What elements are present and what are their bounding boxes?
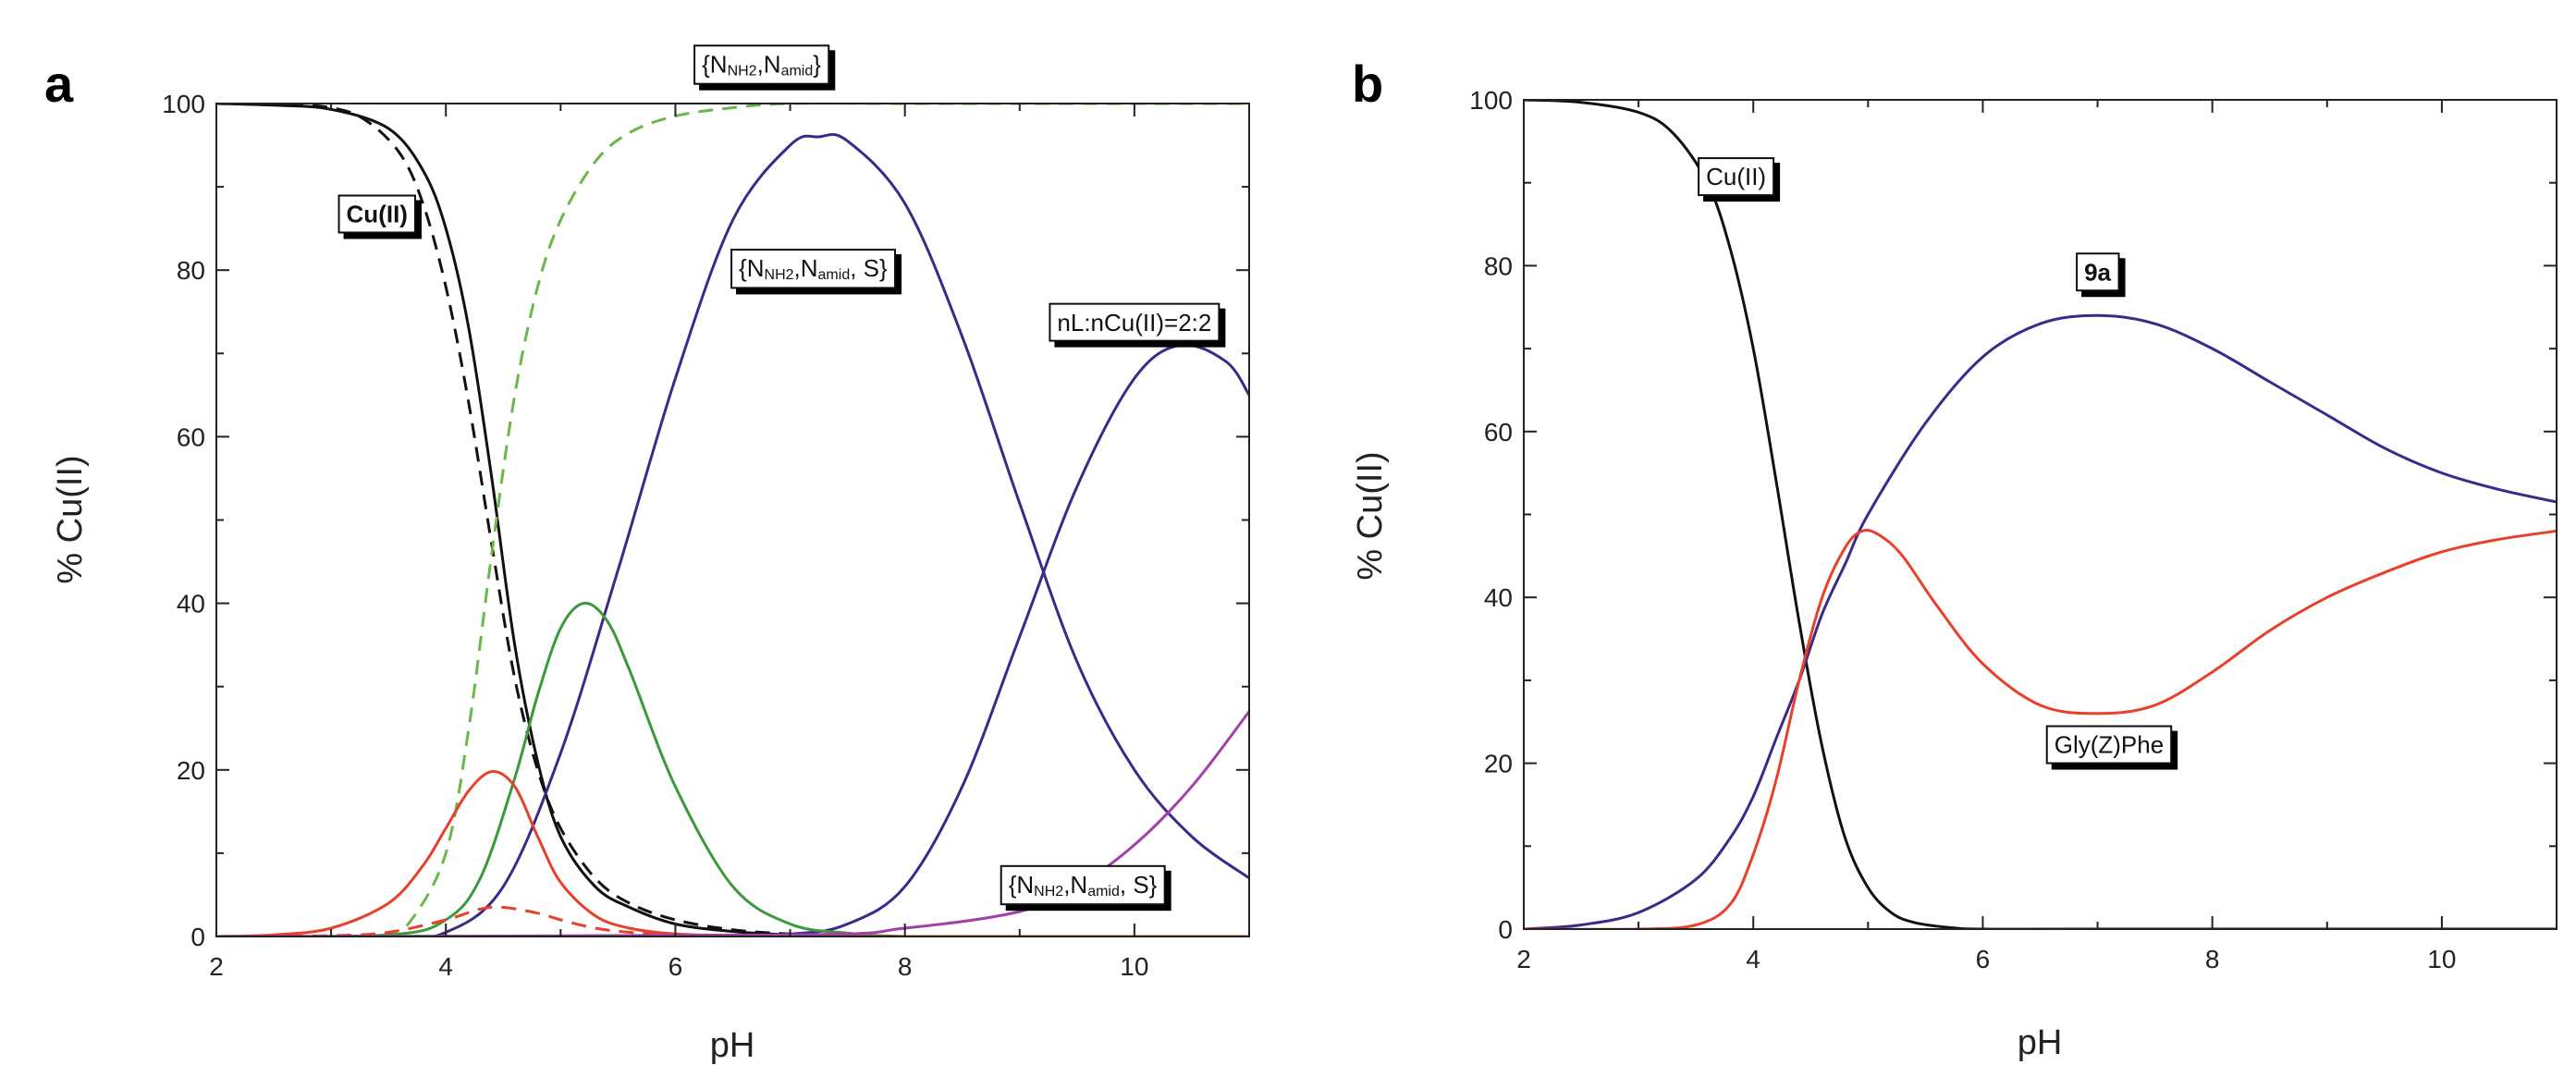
annotation-text: nL:nCu(II)=2:2 xyxy=(1057,309,1211,337)
annotation-part: , S} xyxy=(850,254,888,282)
series-line-0 xyxy=(1524,100,2557,929)
x-tick-label: 4 xyxy=(1746,945,1760,973)
series-line-1 xyxy=(216,104,1249,936)
annotation-part: 9a xyxy=(2084,258,2111,286)
annotation-ratio: nL:nCu(II)=2:2 xyxy=(1049,302,1221,342)
x-tick-label: 10 xyxy=(2427,945,2456,973)
annotation-subscript: NH2 xyxy=(765,267,794,283)
series-line-6 xyxy=(216,770,1249,936)
annotation-box xyxy=(1000,864,1166,906)
y-axis-title-b: % Cu(II) xyxy=(1351,451,1390,580)
annotation-nns2: {NNH2,Namid, S} xyxy=(1000,864,1166,906)
y-tick-label: 40 xyxy=(177,590,205,618)
annotation-subscript: amid xyxy=(818,267,851,283)
plot-frame-b xyxy=(1523,99,2558,930)
annotation-text: Cu(II) xyxy=(1706,163,1766,190)
curves-b xyxy=(1524,100,2557,929)
annotation-box xyxy=(693,44,830,85)
annotation-part: , S} xyxy=(1120,871,1158,899)
annotation-subscript: NH2 xyxy=(1034,884,1063,900)
x-tick-label: 2 xyxy=(209,952,224,981)
annotation-text: Cu(II) xyxy=(347,201,408,228)
annotation-part: {N xyxy=(1009,871,1034,899)
series-line-3 xyxy=(216,132,1249,936)
series-line-2 xyxy=(1524,529,2557,929)
annotation-part: Gly(Z)Phe xyxy=(2055,731,2164,759)
x-tick-label: 6 xyxy=(1976,945,1991,973)
annotation-text: {NNH2,Namid} xyxy=(702,50,821,79)
annotation-subscript: amid xyxy=(1087,884,1120,900)
annotation-gly: Gly(Z)Phe xyxy=(2045,725,2173,765)
annotation-nns: {NNH2,Namid, S} xyxy=(730,249,897,289)
y-tick-label: 100 xyxy=(162,90,205,118)
annotation-box xyxy=(1049,302,1221,342)
x-tick-label: 6 xyxy=(669,952,683,981)
panel-letter-b: b xyxy=(1352,55,1383,113)
annotation-box xyxy=(2045,725,2173,765)
annotation-part: Cu(II) xyxy=(347,201,408,228)
annotation-box xyxy=(2076,252,2120,292)
annotation-cu: Cu(II) xyxy=(1698,157,1775,197)
annotation-text: {NNH2,Namid, S} xyxy=(1009,871,1158,900)
x-axis-title-b: pH xyxy=(2018,1023,2063,1062)
annotation-subscript: amid xyxy=(781,64,814,80)
y-tick-label: 20 xyxy=(177,756,205,785)
annotation-9a: 9a xyxy=(2076,252,2120,292)
annotation-part: Cu(II) xyxy=(1706,163,1766,190)
annotation-text: 9a xyxy=(2084,258,2111,286)
x-tick-label: 8 xyxy=(2205,945,2220,973)
panel-letter-a: a xyxy=(44,55,74,113)
annotation-part: {N xyxy=(702,50,727,78)
annotation-part: {N xyxy=(739,254,764,282)
annotations-b: Cu(II) 9a Gly(Z)Phe xyxy=(1698,157,2173,765)
series-line-0 xyxy=(216,104,1249,936)
series-line-4 xyxy=(216,343,1249,936)
x-tick-label: 4 xyxy=(438,952,453,981)
annotation-part: } xyxy=(813,50,821,78)
y-tick-label: 0 xyxy=(190,923,205,951)
y-tick-label: 0 xyxy=(1498,915,1513,944)
annotation-box xyxy=(337,194,416,234)
annotations-a: Cu(II){NNH2,Namid}{NNH2,Namid, S}nL:nCu(… xyxy=(337,44,1221,906)
y-tick-label: 80 xyxy=(1484,251,1513,280)
annotation-cu: Cu(II) xyxy=(337,194,416,234)
y-tick-label: 60 xyxy=(177,422,205,451)
y-tick-label: 60 xyxy=(1484,418,1513,447)
y-axis-title-a: % Cu(II) xyxy=(51,455,90,583)
annotation-subscript: NH2 xyxy=(728,64,757,80)
series-line-7 xyxy=(216,905,1249,936)
y-tick-label: 20 xyxy=(1484,750,1513,778)
annotation-box xyxy=(1698,157,1775,197)
x-tick-label: 8 xyxy=(898,952,913,981)
annotation-part: nL:nCu(II)=2:2 xyxy=(1057,309,1211,337)
x-axis-title-a: pH xyxy=(710,1026,755,1065)
y-tick-label: 80 xyxy=(177,256,205,285)
annotation-part: ,N xyxy=(757,50,781,78)
annotation-text: {NNH2,Namid, S} xyxy=(739,254,888,283)
annotation-part: ,N xyxy=(794,254,818,282)
annotation-nn: {NNH2,Namid} xyxy=(693,44,830,85)
x-tick-label: 10 xyxy=(1120,952,1148,981)
y-tick-label: 40 xyxy=(1484,583,1513,612)
x-tick-label: 2 xyxy=(1516,945,1531,973)
annotation-box xyxy=(730,249,897,289)
series-line-1 xyxy=(1524,313,2557,929)
annotation-text: Gly(Z)Phe xyxy=(2055,731,2164,759)
y-tick-label: 100 xyxy=(1469,86,1513,115)
annotation-part: ,N xyxy=(1063,871,1087,899)
